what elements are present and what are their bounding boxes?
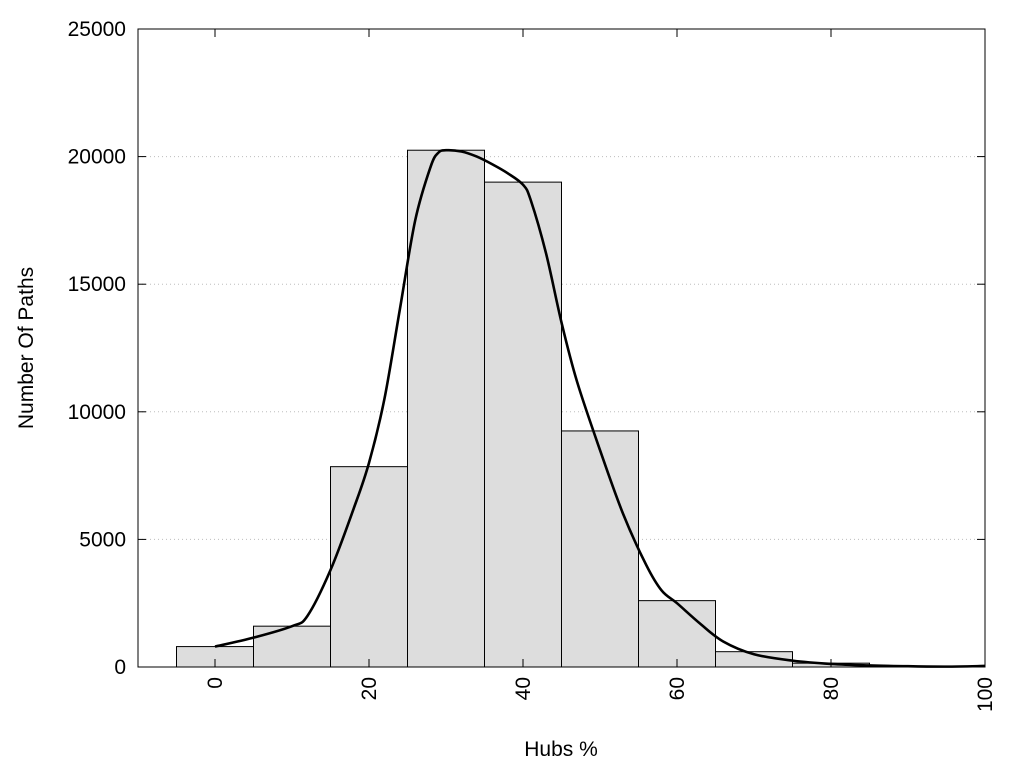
y-axis-ticks: 0 5000 10000 15000 20000 25000 — [68, 18, 985, 679]
x-tick-label: 80 — [820, 677, 843, 700]
histogram-bar-6 — [638, 600, 716, 668]
density-curve-layer — [214, 148, 986, 668]
plot-frame-layer — [137, 28, 986, 668]
x-tick-label: 20 — [358, 677, 381, 700]
histogram-bar-2 — [330, 466, 408, 668]
x-tick-label: 40 — [512, 677, 535, 700]
histogram-bar-5 — [561, 430, 639, 668]
y-tick-label: 15000 — [68, 273, 126, 296]
y-tick-label: 25000 — [68, 18, 126, 41]
histogram-bar-4 — [484, 181, 562, 668]
x-tick-label: 0 — [204, 677, 227, 689]
histogram-bar-1 — [253, 625, 331, 668]
histogram-bars — [176, 149, 947, 668]
y-axis-label: Number Of Paths — [15, 267, 38, 429]
plot-frame — [137, 28, 986, 668]
x-axis-ticks: 0 20 40 60 80 100 — [204, 29, 997, 712]
y-tick-label: 5000 — [79, 528, 126, 551]
y-tick-label: 0 — [114, 656, 126, 679]
histogram-bar-3 — [407, 149, 485, 668]
y-tick-label: 10000 — [68, 401, 126, 424]
x-tick-label: 100 — [974, 677, 997, 712]
x-tick-label: 60 — [666, 677, 689, 700]
x-axis-label: Hubs % — [524, 738, 598, 761]
density-curve — [214, 148, 986, 668]
y-tick-label: 20000 — [68, 146, 126, 169]
